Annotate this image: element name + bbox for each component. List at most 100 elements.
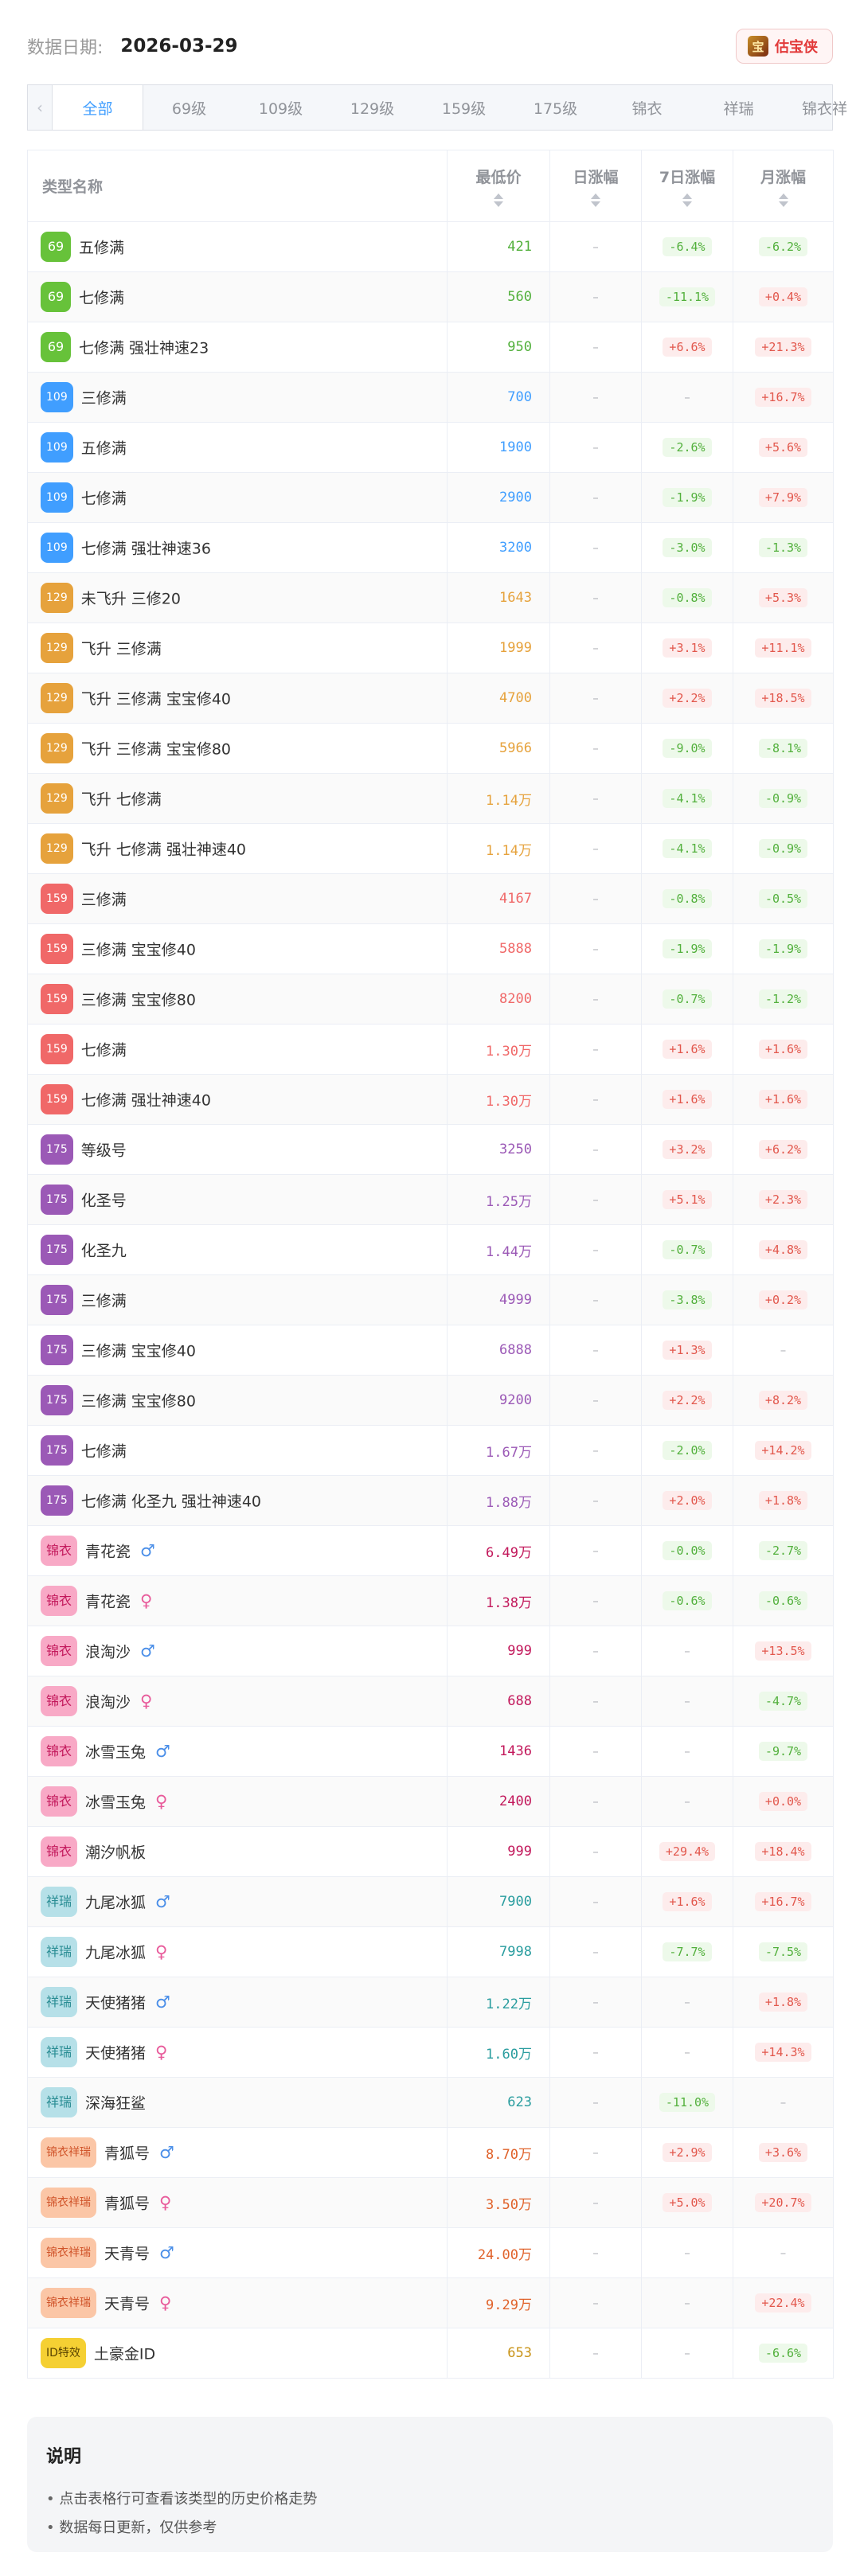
table-row[interactable]: 159 七修满 强壮神速40 1.30万 – +1.6% +1.6% xyxy=(27,1074,834,1125)
no-change-dash: – xyxy=(592,1594,599,1608)
cell-day-change: – xyxy=(549,572,642,623)
table-row[interactable]: 129 飞升 七修满 强壮神速40 1.14万 – -4.1% -0.9% xyxy=(27,823,834,874)
table-row[interactable]: 159 三修满 4167 – -0.8% -0.5% xyxy=(27,873,834,924)
sort-icon[interactable] xyxy=(733,193,833,207)
change-badge: +1.8% xyxy=(758,1491,808,1510)
table-row[interactable]: 159 七修满 1.30万 – +1.6% +1.6% xyxy=(27,1024,834,1075)
table-row[interactable]: 锦衣祥瑞 青狐号 ♀ 3.50万 – +5.0% +20.7% xyxy=(27,2177,834,2228)
cell-price: 8.70万 xyxy=(447,2127,550,2178)
table-row[interactable]: 祥瑞 九尾冰狐 ♂ 7900 – +1.6% +16.7% xyxy=(27,1876,834,1927)
tab-175[interactable]: 175级 xyxy=(533,100,578,118)
tabs-scroll-left-icon[interactable]: ‹ xyxy=(37,98,43,117)
table-row[interactable]: 175 七修满 1.67万 – -2.0% +14.2% xyxy=(27,1425,834,1476)
no-change-dash: – xyxy=(684,2296,690,2310)
type-name: 飞升 三修满 xyxy=(80,640,162,658)
column-header-price[interactable]: 最低价 xyxy=(447,150,550,222)
cell-name: 175 化圣九 xyxy=(27,1224,448,1275)
column-header-week[interactable]: 7日涨幅 xyxy=(641,150,733,222)
table-row[interactable]: 175 等级号 3250 – +3.2% +6.2% xyxy=(27,1124,834,1175)
table-row[interactable]: 175 化圣九 1.44万 – -0.7% +4.8% xyxy=(27,1224,834,1275)
table-row[interactable]: 129 飞升 七修满 1.14万 – -4.1% -0.9% xyxy=(27,773,834,824)
table-row[interactable]: 祥瑞 天使猪猪 ♂ 1.22万 – – +1.8% xyxy=(27,1977,834,2028)
table-row[interactable]: 175 七修满 化圣九 强壮神速40 1.88万 – +2.0% +1.8% xyxy=(27,1475,834,1526)
change-badge: +1.3% xyxy=(663,1341,712,1360)
table-row[interactable]: 175 化圣号 1.25万 – +5.1% +2.3% xyxy=(27,1174,834,1225)
cell-price: 1999 xyxy=(447,623,550,673)
cell-name: 175 三修满 宝宝修80 xyxy=(27,1375,448,1426)
table-row[interactable]: 159 三修满 宝宝修80 8200 – -0.7% -1.2% xyxy=(27,974,834,1025)
cell-month-change: +3.6% xyxy=(733,2127,834,2178)
table-row[interactable]: 69 五修满 421 – -6.4% -6.2% xyxy=(27,221,834,272)
change-badge: -1.9% xyxy=(663,488,712,507)
level-badge: 175 xyxy=(41,1185,73,1215)
male-icon: ♂ xyxy=(140,1641,155,1661)
type-name: 三修满 xyxy=(80,1292,127,1310)
change-badge: -1.3% xyxy=(758,538,808,557)
cell-name: 69 五修满 xyxy=(27,221,448,272)
table-row[interactable]: 129 飞升 三修满 宝宝修40 4700 – +2.2% +18.5% xyxy=(27,673,834,724)
table-row[interactable]: 祥瑞 天使猪猪 ♀ 1.60万 – – +14.3% xyxy=(27,2027,834,2078)
tab-jinyi[interactable]: 锦衣 xyxy=(631,100,663,118)
table-row[interactable]: 锦衣 潮汐帆板 999– +29.4% +18.4% xyxy=(27,1826,834,1877)
sort-icon[interactable] xyxy=(642,193,733,207)
table-row[interactable]: 锦衣 青花瓷 ♂ 6.49万 – -0.0% -2.7% xyxy=(27,1525,834,1576)
table-row[interactable]: 109 七修满 强壮神速36 3200 – -3.0% -1.3% xyxy=(27,522,834,573)
table-row[interactable]: 祥瑞 深海狂鲨 623– -11.0% – xyxy=(27,2077,834,2128)
sort-icon[interactable] xyxy=(550,193,641,207)
cell-price: 950 xyxy=(447,322,550,373)
cell-price: 2400 xyxy=(447,1776,550,1827)
cell-price: 1900 xyxy=(447,422,550,473)
table-row[interactable]: 109 五修满 1900 – -2.6% +5.6% xyxy=(27,422,834,473)
cell-week-change: – xyxy=(641,2227,733,2278)
table-row[interactable]: 锦衣 浪淘沙 ♂ 999 – – +13.5% xyxy=(27,1626,834,1676)
cell-day-change: – xyxy=(549,472,642,523)
table-row[interactable]: 129 飞升 三修满 1999 – +3.1% +11.1% xyxy=(27,623,834,673)
tab-69[interactable]: 69级 xyxy=(171,100,207,118)
table-row[interactable]: 锦衣祥瑞 天青号 ♀ 9.29万 – – +22.4% xyxy=(27,2277,834,2328)
cell-day-change: – xyxy=(549,2227,642,2278)
tab-159[interactable]: 159级 xyxy=(441,100,487,118)
table-row[interactable]: ID特效 土豪金ID 653– – -6.6% xyxy=(27,2328,834,2379)
cell-price: 999 xyxy=(447,1826,550,1877)
cell-price: 3250 xyxy=(447,1124,550,1175)
level-badge: 祥瑞 xyxy=(41,1887,78,1917)
cell-month-change: -4.7% xyxy=(733,1676,834,1727)
tab-xiangrui[interactable]: 祥瑞 xyxy=(723,100,754,118)
tab-109[interactable]: 109级 xyxy=(258,100,303,118)
table-row[interactable]: 175 三修满 4999 – -3.8% +0.2% xyxy=(27,1274,834,1325)
tab-all[interactable]: 全部 xyxy=(52,85,143,130)
column-header-day[interactable]: 日涨幅 xyxy=(549,150,642,222)
brand-logo-icon: 宝 xyxy=(748,36,768,57)
table-row[interactable]: 175 三修满 宝宝修40 6888 – +1.3% – xyxy=(27,1325,834,1376)
change-badge: -0.6% xyxy=(663,1591,712,1610)
table-row[interactable]: 109 七修满 2900 – -1.9% +7.9% xyxy=(27,472,834,523)
table-row[interactable]: 175 三修满 宝宝修80 9200 – +2.2% +8.2% xyxy=(27,1375,834,1426)
no-change-dash: – xyxy=(592,290,599,304)
table-row[interactable]: 锦衣 冰雪玉兔 ♀ 2400 – – +0.0% xyxy=(27,1776,834,1827)
brand-link[interactable]: 宝 估宝侠 xyxy=(736,29,833,64)
cell-week-change: -0.6% xyxy=(641,1575,733,1626)
table-row[interactable]: 锦衣祥瑞 天青号 ♂ 24.00万 – – – xyxy=(27,2227,834,2278)
column-header-week-label: 7日涨幅 xyxy=(659,168,716,186)
table-row[interactable]: 159 三修满 宝宝修40 5888 – -1.9% -1.9% xyxy=(27,923,834,974)
cell-month-change: +5.6% xyxy=(733,422,834,473)
sort-icon[interactable] xyxy=(448,193,549,207)
table-row[interactable]: 锦衣 冰雪玉兔 ♂ 1436 – – -9.7% xyxy=(27,1726,834,1777)
table-row[interactable]: 锦衣 浪淘沙 ♀ 688 – – -4.7% xyxy=(27,1676,834,1727)
table-row[interactable]: 129 飞升 三修满 宝宝修80 5966 – -9.0% -8.1% xyxy=(27,723,834,774)
table-row[interactable]: 109 三修满 700 – – +16.7% xyxy=(27,372,834,423)
table-row[interactable]: 锦衣 青花瓷 ♀ 1.38万 – -0.6% -0.6% xyxy=(27,1575,834,1626)
table-row[interactable]: 129 未飞升 三修20 1643 – -0.8% +5.3% xyxy=(27,572,834,623)
type-name: 天使猪猪 xyxy=(85,1994,147,2012)
tab-jinyi-xiangrui[interactable]: 锦衣祥 xyxy=(802,100,848,118)
table-row[interactable]: 祥瑞 九尾冰狐 ♀ 7998 – -7.7% -7.5% xyxy=(27,1926,834,1977)
table-body: 69 五修满 421– -6.4% -6.2% 69 七修满 560– -11.1% +0.4% 6… xyxy=(27,221,834,2379)
table-row[interactable]: 锦衣祥瑞 青狐号 ♂ 8.70万 – +2.9% +3.6% xyxy=(27,2127,834,2178)
column-header-month[interactable]: 月涨幅 xyxy=(733,150,834,222)
table-row[interactable]: 69 七修满 强壮神速23 950 – +6.6% +21.3% xyxy=(27,322,834,373)
male-icon: ♂ xyxy=(155,1742,170,1761)
type-name: 化圣九 xyxy=(80,1242,127,1260)
table-row[interactable]: 69 七修满 560 – -11.1% +0.4% xyxy=(27,271,834,322)
cell-month-change: +13.5% xyxy=(733,1626,834,1676)
tab-129[interactable]: 129级 xyxy=(350,100,395,118)
